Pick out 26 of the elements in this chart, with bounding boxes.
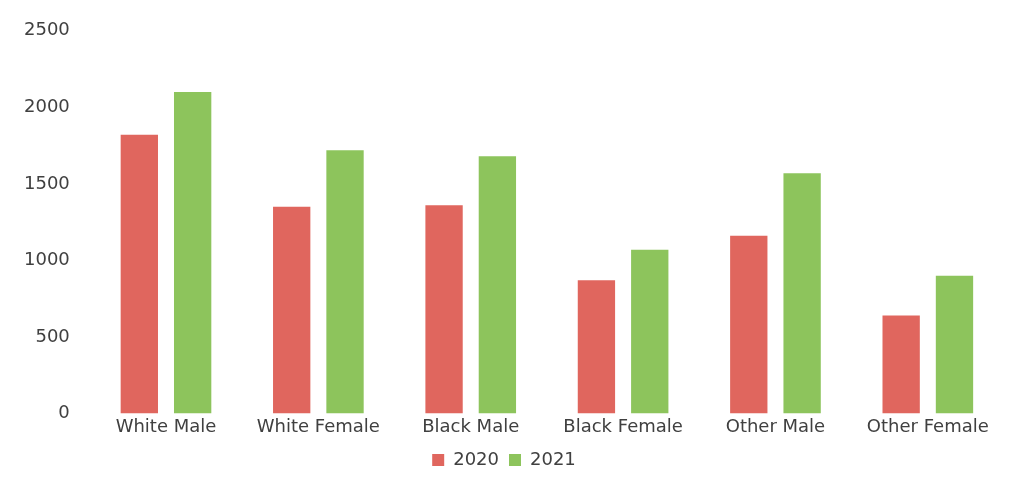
bar [577, 280, 616, 414]
bar [783, 173, 821, 414]
x-tick-label: Other Female [866, 414, 989, 436]
y-tick-label: 2000 [24, 94, 70, 116]
y-tick-label: 1000 [24, 248, 70, 270]
bar [882, 315, 920, 414]
bar [173, 92, 212, 414]
x-tick-label: White Female [256, 414, 380, 436]
x-tick-label: Black Male [422, 414, 520, 436]
bar [326, 150, 364, 414]
bar [425, 205, 463, 414]
bar [478, 156, 517, 414]
y-tick-label: 2500 [24, 18, 70, 40]
bar [935, 275, 974, 414]
bar [730, 235, 768, 414]
y-tick-label: 0 [58, 401, 70, 423]
legend-label: 2021 [530, 447, 576, 469]
bar [631, 249, 669, 414]
x-tick-label: Black Female [563, 414, 683, 436]
y-tick-label: 500 [35, 324, 70, 346]
x-tick-label: White Male [115, 414, 217, 436]
legend-label: 2020 [453, 447, 499, 469]
bar [273, 206, 311, 414]
bar [120, 134, 158, 414]
x-tick-label: Other Male [725, 414, 826, 436]
y-tick-label: 1500 [24, 171, 70, 193]
